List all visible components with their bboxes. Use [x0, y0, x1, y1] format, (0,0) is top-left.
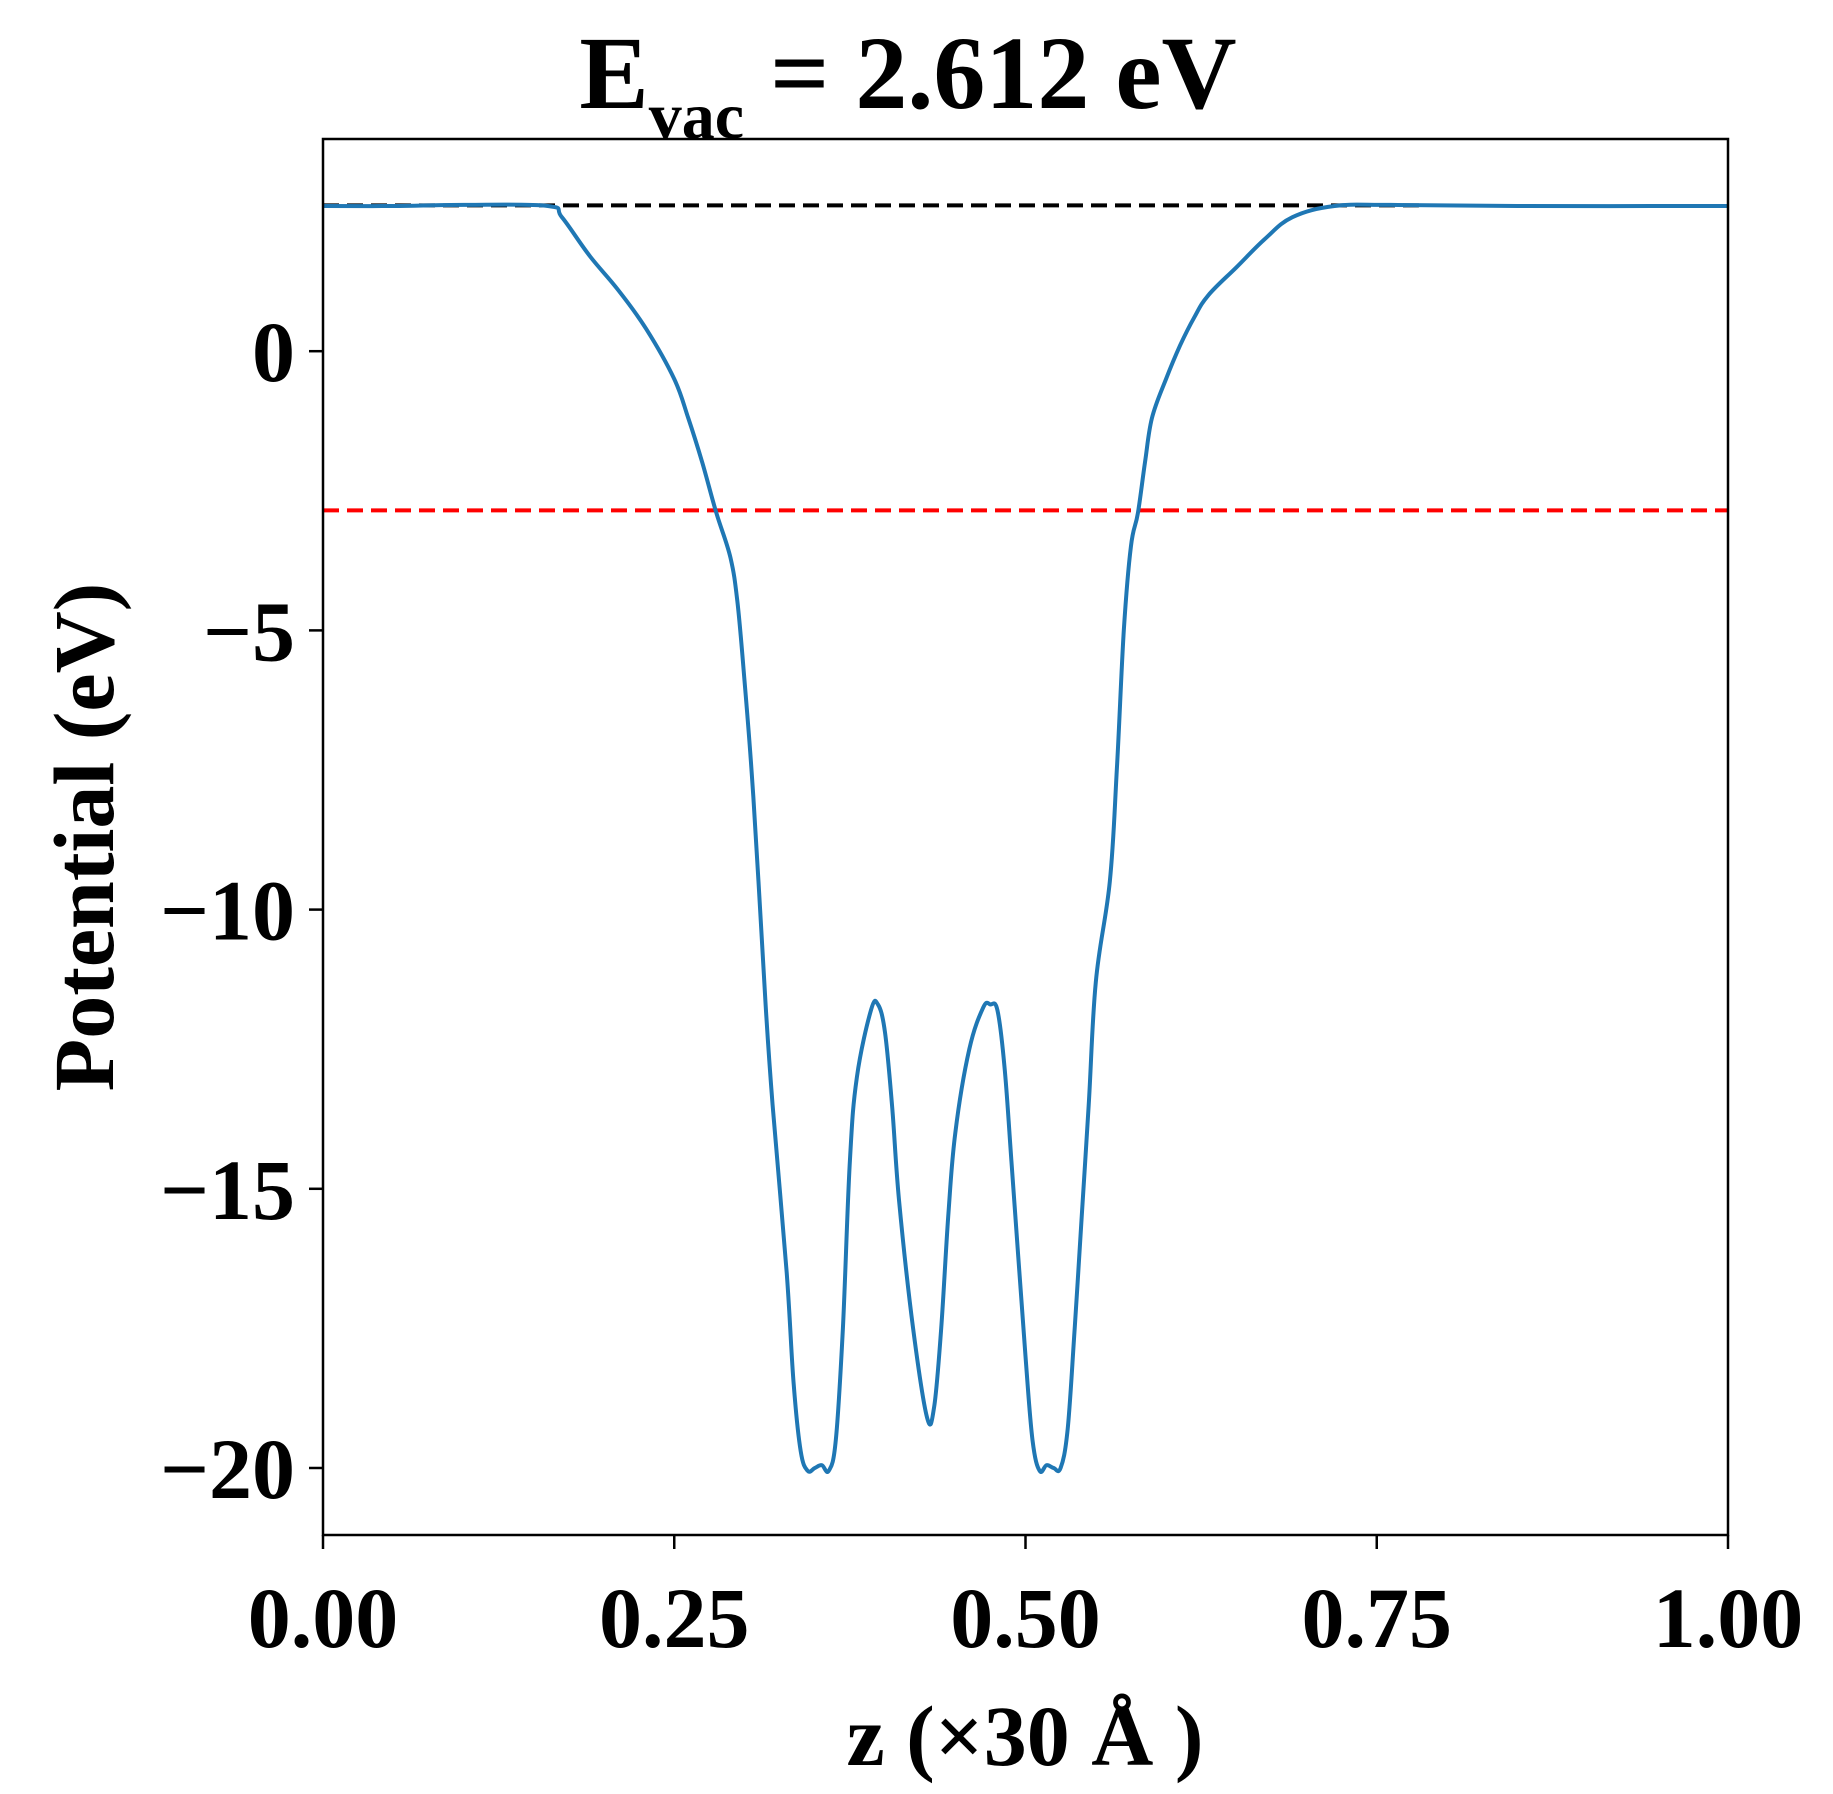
y-axis: 0 −5 −10 −15 −20: [160, 304, 323, 1517]
chart-title: Evac = 2.612 eV: [579, 16, 1236, 153]
y-tick-label: 0: [252, 304, 295, 400]
plot-frame: [321, 137, 1730, 1537]
x-tick-label: 0.75: [1302, 1570, 1453, 1666]
y-tick-label: −5: [203, 583, 295, 679]
x-tick-label: 1.00: [1653, 1570, 1804, 1666]
y-tick-label: −15: [160, 1142, 295, 1238]
title-subscript: vac: [649, 80, 744, 153]
x-tick-label: 0.25: [599, 1570, 750, 1666]
x-axis-label: z (×30 Å ): [846, 1688, 1203, 1784]
y-tick-label: −10: [160, 863, 295, 959]
series-line-0: [322, 202, 1729, 1474]
series-layer: [322, 202, 1729, 1474]
title-prefix: E: [579, 16, 648, 131]
reference-lines: [323, 203, 1728, 513]
x-axis: 0.00 0.25 0.50 0.75 1.00: [248, 1535, 1804, 1666]
x-tick-label: 0.00: [248, 1570, 399, 1666]
x-tick-label: 0.50: [950, 1570, 1101, 1666]
y-tick-label: −20: [160, 1421, 295, 1517]
y-axis-label: Potential (eV): [36, 583, 132, 1092]
title-suffix: = 2.612 eV: [744, 16, 1237, 131]
